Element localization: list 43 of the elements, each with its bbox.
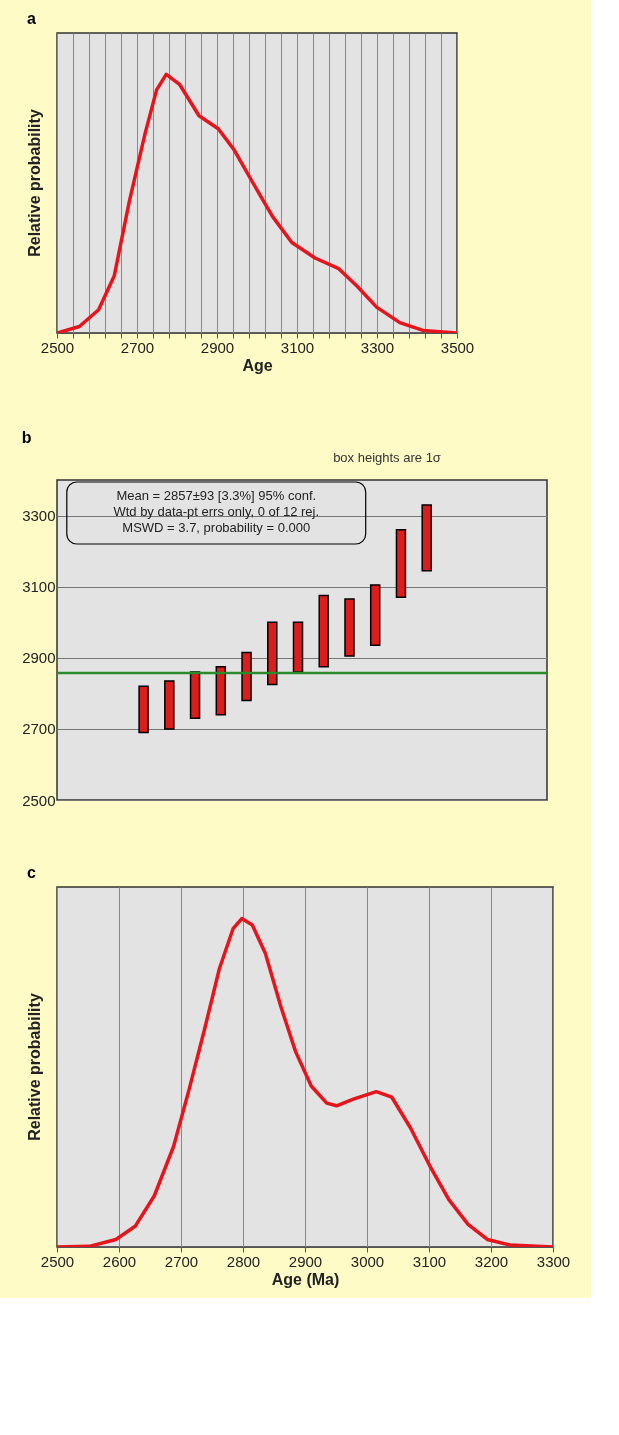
x-tick-label: 2800 <box>226 1252 261 1270</box>
bar <box>267 621 278 686</box>
bar <box>138 685 149 734</box>
x-tick-label: 3500 <box>440 338 475 356</box>
x-tick-label: 3000 <box>350 1252 385 1270</box>
y-tick-label: 3100 <box>22 578 56 596</box>
y-axis-title: Relative probability <box>26 993 43 1141</box>
annotation: Mean = 2857±93 [3.3%] 95% conf. <box>116 488 317 503</box>
chart-title: b <box>21 429 32 446</box>
bar <box>215 665 227 716</box>
bar <box>189 671 201 719</box>
bar <box>344 598 355 657</box>
annotation: Wtd by data-pt errs only, 0 of 12 rej. <box>113 504 320 519</box>
x-tick-label: 3300 <box>360 338 395 356</box>
chart-title: a <box>27 10 36 27</box>
x-tick-label: 3200 <box>474 1252 509 1270</box>
x-tick-label: 2700 <box>120 338 155 356</box>
x-tick-label: 2500 <box>40 338 75 356</box>
y-tick-label: 2700 <box>22 720 56 738</box>
y-tick-label: 2500 <box>22 791 56 809</box>
bar <box>241 651 252 702</box>
y-axis-title: Relative probability <box>26 109 43 257</box>
bar <box>164 680 175 730</box>
bar <box>318 594 329 668</box>
x-tick-label: 3100 <box>280 338 315 356</box>
x-tick-label: 2600 <box>102 1252 137 1270</box>
y-tick-label: 2900 <box>22 649 56 667</box>
x-tick-label: 2900 <box>200 338 235 356</box>
bar <box>369 584 381 647</box>
x-tick-label: 2900 <box>288 1252 323 1270</box>
x-axis-title: Age (Ma) <box>271 1270 340 1288</box>
bar <box>395 529 407 599</box>
y-tick-label: 3300 <box>22 507 56 525</box>
bar <box>421 504 432 572</box>
text: box heights are 1σ <box>333 450 441 465</box>
x-tick-label: 2500 <box>40 1252 75 1270</box>
x-tick-label: 2700 <box>164 1252 199 1270</box>
bar <box>292 621 304 673</box>
x-axis-title: Age <box>242 356 273 374</box>
x-tick-label: 3300 <box>536 1252 571 1270</box>
x-tick-label: 3100 <box>412 1252 447 1270</box>
chart-title: c <box>27 864 36 881</box>
annotation: MSWD = 3.7, probability = 0.000 <box>122 520 311 535</box>
